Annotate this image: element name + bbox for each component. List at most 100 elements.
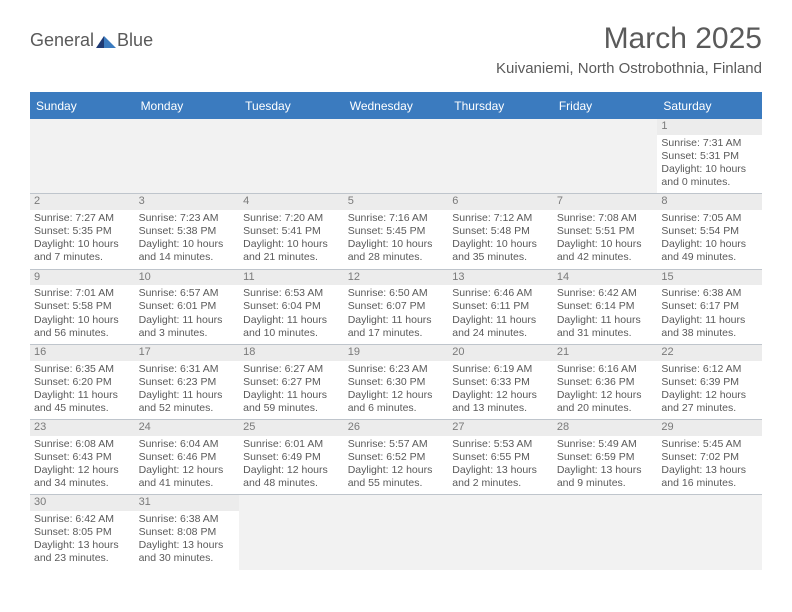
- day-number: 10: [135, 270, 240, 286]
- day-number: 21: [553, 345, 658, 361]
- daylight-text: Daylight: 10 hours: [348, 238, 445, 251]
- daylight-text: Daylight: 10 hours: [452, 238, 549, 251]
- calendar-cell: 14Sunrise: 6:42 AMSunset: 6:14 PMDayligh…: [553, 270, 658, 344]
- calendar-cell: 18Sunrise: 6:27 AMSunset: 6:27 PMDayligh…: [239, 345, 344, 419]
- sunset-text: Sunset: 6:07 PM: [348, 300, 445, 313]
- day-number: 20: [448, 345, 553, 361]
- daylight-text: and 28 minutes.: [348, 251, 445, 264]
- month-title: March 2025: [496, 22, 762, 56]
- calendar-cell: 21Sunrise: 6:16 AMSunset: 6:36 PMDayligh…: [553, 345, 658, 419]
- calendar-cell: 27Sunrise: 5:53 AMSunset: 6:55 PMDayligh…: [448, 420, 553, 494]
- sunset-text: Sunset: 6:52 PM: [348, 451, 445, 464]
- calendar-cell: 25Sunrise: 6:01 AMSunset: 6:49 PMDayligh…: [239, 420, 344, 494]
- day-number: 7: [553, 194, 658, 210]
- calendar-cell: 19Sunrise: 6:23 AMSunset: 6:30 PMDayligh…: [344, 345, 449, 419]
- sunrise-text: Sunrise: 6:38 AM: [139, 513, 236, 526]
- daylight-text: and 45 minutes.: [34, 402, 131, 415]
- daylight-text: Daylight: 11 hours: [243, 314, 340, 327]
- calendar-header-row: SundayMondayTuesdayWednesdayThursdayFrid…: [30, 94, 762, 119]
- daylight-text: and 24 minutes.: [452, 327, 549, 340]
- daylight-text: Daylight: 12 hours: [348, 389, 445, 402]
- daylight-text: Daylight: 11 hours: [557, 314, 654, 327]
- daylight-text: Daylight: 12 hours: [348, 464, 445, 477]
- sunrise-text: Sunrise: 6:42 AM: [34, 513, 131, 526]
- calendar-week: 16Sunrise: 6:35 AMSunset: 6:20 PMDayligh…: [30, 344, 762, 419]
- sunset-text: Sunset: 6:33 PM: [452, 376, 549, 389]
- calendar-week: 1Sunrise: 7:31 AMSunset: 5:31 PMDaylight…: [30, 119, 762, 193]
- sunrise-text: Sunrise: 6:27 AM: [243, 363, 340, 376]
- calendar-cell: 31Sunrise: 6:38 AMSunset: 8:08 PMDayligh…: [135, 495, 240, 569]
- day-number: 23: [30, 420, 135, 436]
- calendar-cell: 8Sunrise: 7:05 AMSunset: 5:54 PMDaylight…: [657, 194, 762, 268]
- day-number: 14: [553, 270, 658, 286]
- calendar-cell-blank: [344, 495, 449, 569]
- day-header: Friday: [553, 94, 658, 119]
- calendar-cell: 15Sunrise: 6:38 AMSunset: 6:17 PMDayligh…: [657, 270, 762, 344]
- logo-text-general: General: [30, 30, 94, 51]
- calendar-cell: 7Sunrise: 7:08 AMSunset: 5:51 PMDaylight…: [553, 194, 658, 268]
- day-number: 13: [448, 270, 553, 286]
- logo-text-blue: Blue: [117, 30, 153, 51]
- calendar-cell: 6Sunrise: 7:12 AMSunset: 5:48 PMDaylight…: [448, 194, 553, 268]
- header: March 2025 Kuivaniemi, North Ostrobothni…: [496, 22, 762, 77]
- calendar-cell: 26Sunrise: 5:57 AMSunset: 6:52 PMDayligh…: [344, 420, 449, 494]
- sunset-text: Sunset: 5:58 PM: [34, 300, 131, 313]
- daylight-text: and 34 minutes.: [34, 477, 131, 490]
- sunset-text: Sunset: 7:02 PM: [661, 451, 758, 464]
- calendar-cell: 24Sunrise: 6:04 AMSunset: 6:46 PMDayligh…: [135, 420, 240, 494]
- sunrise-text: Sunrise: 6:38 AM: [661, 287, 758, 300]
- day-number: 24: [135, 420, 240, 436]
- daylight-text: and 31 minutes.: [557, 327, 654, 340]
- daylight-text: and 21 minutes.: [243, 251, 340, 264]
- day-number: 4: [239, 194, 344, 210]
- sunset-text: Sunset: 6:17 PM: [661, 300, 758, 313]
- daylight-text: Daylight: 10 hours: [661, 238, 758, 251]
- sunrise-text: Sunrise: 6:01 AM: [243, 438, 340, 451]
- daylight-text: and 42 minutes.: [557, 251, 654, 264]
- sunset-text: Sunset: 5:41 PM: [243, 225, 340, 238]
- daylight-text: Daylight: 13 hours: [139, 539, 236, 552]
- calendar-cell: 12Sunrise: 6:50 AMSunset: 6:07 PMDayligh…: [344, 270, 449, 344]
- daylight-text: Daylight: 12 hours: [557, 389, 654, 402]
- daylight-text: and 2 minutes.: [452, 477, 549, 490]
- daylight-text: Daylight: 10 hours: [243, 238, 340, 251]
- daylight-text: and 13 minutes.: [452, 402, 549, 415]
- daylight-text: Daylight: 11 hours: [243, 389, 340, 402]
- calendar-week: 30Sunrise: 6:42 AMSunset: 8:05 PMDayligh…: [30, 494, 762, 569]
- day-number: 19: [344, 345, 449, 361]
- sunset-text: Sunset: 5:35 PM: [34, 225, 131, 238]
- daylight-text: Daylight: 11 hours: [452, 314, 549, 327]
- sunrise-text: Sunrise: 6:19 AM: [452, 363, 549, 376]
- sunset-text: Sunset: 5:54 PM: [661, 225, 758, 238]
- sunrise-text: Sunrise: 5:45 AM: [661, 438, 758, 451]
- sunrise-text: Sunrise: 7:20 AM: [243, 212, 340, 225]
- daylight-text: and 27 minutes.: [661, 402, 758, 415]
- day-number: 25: [239, 420, 344, 436]
- day-number: 27: [448, 420, 553, 436]
- daylight-text: and 20 minutes.: [557, 402, 654, 415]
- day-number: 16: [30, 345, 135, 361]
- sunset-text: Sunset: 6:36 PM: [557, 376, 654, 389]
- daylight-text: and 9 minutes.: [557, 477, 654, 490]
- daylight-text: and 16 minutes.: [661, 477, 758, 490]
- day-number: 11: [239, 270, 344, 286]
- day-number: 5: [344, 194, 449, 210]
- calendar-cell-blank: [30, 119, 135, 193]
- daylight-text: and 35 minutes.: [452, 251, 549, 264]
- daylight-text: and 38 minutes.: [661, 327, 758, 340]
- daylight-text: and 3 minutes.: [139, 327, 236, 340]
- sunrise-text: Sunrise: 7:16 AM: [348, 212, 445, 225]
- sunset-text: Sunset: 5:45 PM: [348, 225, 445, 238]
- sunrise-text: Sunrise: 7:12 AM: [452, 212, 549, 225]
- sunset-text: Sunset: 6:04 PM: [243, 300, 340, 313]
- day-number: 9: [30, 270, 135, 286]
- daylight-text: Daylight: 11 hours: [139, 314, 236, 327]
- calendar-cell: 3Sunrise: 7:23 AMSunset: 5:38 PMDaylight…: [135, 194, 240, 268]
- sunrise-text: Sunrise: 5:53 AM: [452, 438, 549, 451]
- calendar-cell-blank: [135, 119, 240, 193]
- calendar-cell: 9Sunrise: 7:01 AMSunset: 5:58 PMDaylight…: [30, 270, 135, 344]
- calendar-week: 9Sunrise: 7:01 AMSunset: 5:58 PMDaylight…: [30, 269, 762, 344]
- sunset-text: Sunset: 5:38 PM: [139, 225, 236, 238]
- day-header: Monday: [135, 94, 240, 119]
- daylight-text: and 59 minutes.: [243, 402, 340, 415]
